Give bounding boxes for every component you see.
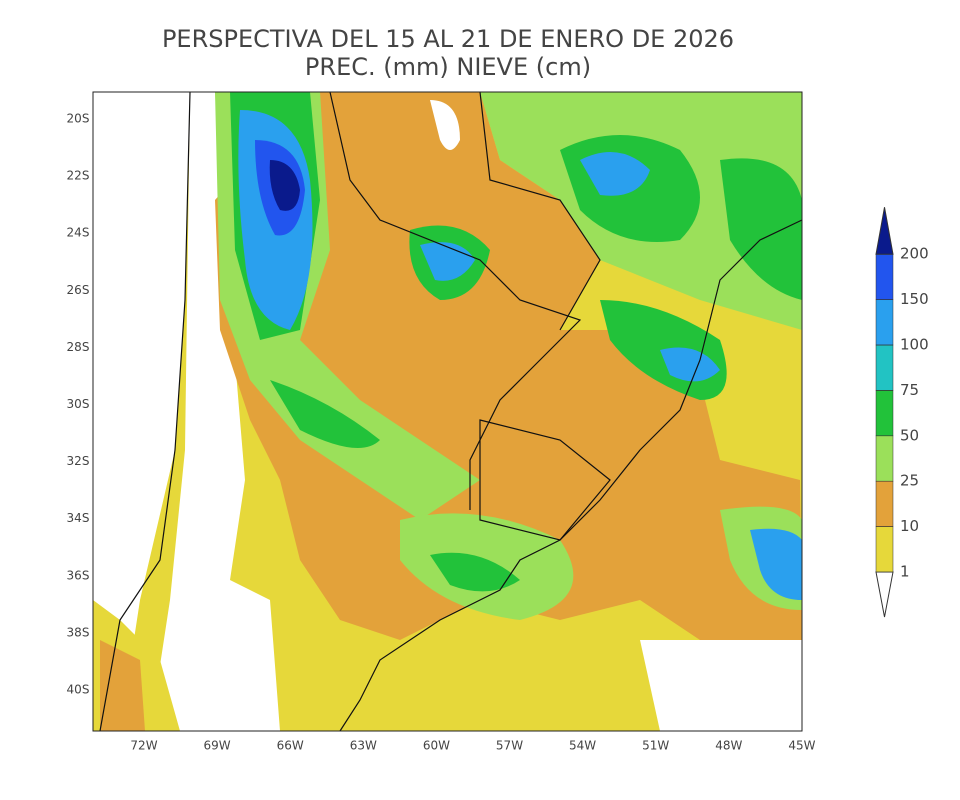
colorbar-label: 200: [900, 245, 929, 263]
longitude-label: 48W: [715, 739, 742, 753]
colorbar-min: [875, 571, 894, 618]
colorbar-max: [875, 207, 894, 255]
longitude-label: 45W: [788, 739, 815, 753]
colorbar-label: 75: [900, 381, 919, 399]
latitude-label: 40S: [67, 683, 90, 697]
latitude-label: 32S: [67, 454, 90, 468]
longitude-label: 72W: [130, 739, 157, 753]
longitude-label: 63W: [350, 739, 377, 753]
longitude-label: 54W: [569, 739, 596, 753]
colorbar-band: [875, 390, 894, 437]
longitude-label: 66W: [277, 739, 304, 753]
colorbar-label: 50: [900, 426, 919, 444]
longitude-label: 51W: [642, 739, 669, 753]
longitude-label: 60W: [423, 739, 450, 753]
colorbar-label: 150: [900, 290, 929, 308]
boundaries: [99, 91, 803, 732]
title: PERSPECTIVA DEL 15 AL 21 DE ENERO DE 202…: [162, 25, 734, 53]
latitude-label: 24S: [67, 226, 90, 240]
latitude-label: 34S: [67, 511, 90, 525]
colorbar-label: 25: [900, 472, 919, 490]
colorbar-band: [875, 299, 894, 346]
latitude-label: 30S: [67, 397, 90, 411]
colorbar-band: [875, 480, 894, 527]
latitude-label: 38S: [67, 625, 90, 639]
longitude-label: 57W: [496, 739, 523, 753]
latitude-label: 36S: [67, 568, 90, 582]
latitude-label: 26S: [67, 283, 90, 297]
longitude-label: 69W: [204, 739, 231, 753]
colorbar-label: 100: [900, 336, 929, 354]
colorbar-label: 1: [900, 563, 910, 581]
colorbar-label: 10: [900, 517, 919, 535]
subtitle: PREC. (mm) NIEVE (cm): [305, 53, 591, 81]
map-frame: [92, 91, 803, 732]
colorbar-band: [875, 253, 894, 300]
precip-field: [93, 92, 802, 731]
latitude-label: 28S: [67, 340, 90, 354]
latitude-label: 22S: [67, 169, 90, 183]
latitude-label: 20S: [67, 112, 90, 126]
colorbar-band: [875, 526, 894, 573]
colorbar-band: [875, 344, 894, 391]
colorbar-band: [875, 435, 894, 482]
